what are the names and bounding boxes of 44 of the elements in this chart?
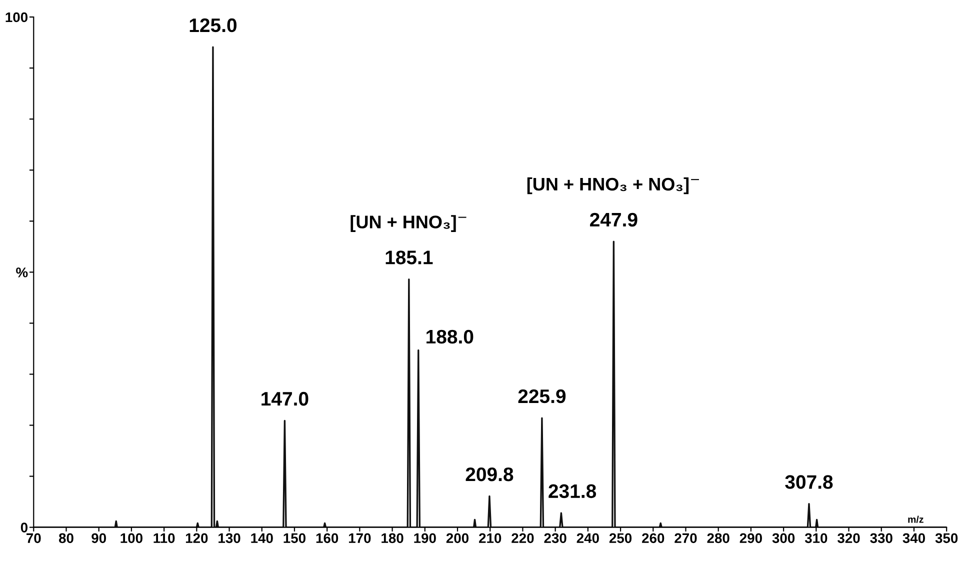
x-axis-title: m/z — [908, 516, 924, 523]
x-tick-label: 290 — [740, 533, 762, 544]
x-tick-label: 330 — [870, 533, 892, 544]
x-tick-label: 240 — [576, 533, 599, 544]
x-tick-label: 190 — [414, 533, 436, 544]
x-tick-label: 250 — [609, 533, 632, 544]
x-tick-label: 70 — [26, 533, 41, 544]
y-tick-label: 100 — [6, 12, 28, 22]
annotation: 147.0 — [262, 392, 308, 406]
x-tick-label: 120 — [186, 533, 208, 544]
x-tick-label: 300 — [772, 533, 795, 544]
y-tick-label: 0 — [20, 522, 28, 532]
x-tick-label: 170 — [348, 533, 371, 544]
x-tick-label: 320 — [838, 533, 860, 544]
annotation: 125.0 — [190, 18, 236, 32]
x-tick-label: 90 — [92, 533, 106, 544]
annotation: [UN + HNO₃ + NO₃]$^{−}$ — [527, 177, 699, 194]
x-tick-label: 230 — [544, 533, 566, 544]
x-tick-label: 340 — [902, 533, 925, 544]
y-tick-label: % — [16, 268, 28, 278]
x-tick-label: 130 — [218, 533, 240, 544]
x-tick-label: 280 — [707, 533, 730, 544]
annotation: 209.8 — [466, 467, 514, 482]
annotation: 247.9 — [590, 212, 638, 227]
annotation: 307.8 — [785, 475, 833, 489]
x-tick-label: 270 — [674, 533, 697, 544]
x-tick-label: 210 — [479, 533, 502, 544]
x-tick-label: 150 — [284, 533, 306, 544]
annotation: 231.8 — [548, 484, 596, 498]
x-tick-label: 160 — [316, 533, 338, 544]
annotation: 188.0 — [426, 330, 474, 344]
annotation: 225.9 — [518, 389, 566, 404]
x-tick-label: 80 — [58, 533, 74, 544]
x-tick-label: 180 — [382, 533, 404, 544]
annotation: 185.1 — [386, 250, 433, 264]
x-tick-label: 140 — [251, 533, 273, 544]
x-tick-label: 100 — [120, 533, 142, 544]
x-tick-label: 260 — [642, 533, 664, 544]
x-tick-label: 200 — [446, 533, 469, 544]
x-tick-label: 110 — [154, 533, 175, 544]
x-tick-label: 310 — [804, 533, 828, 544]
annotation: [UN + HNO₃]$^{−}$ — [350, 215, 466, 232]
x-tick-label: 220 — [512, 533, 534, 544]
x-tick-label: 350 — [935, 533, 958, 544]
